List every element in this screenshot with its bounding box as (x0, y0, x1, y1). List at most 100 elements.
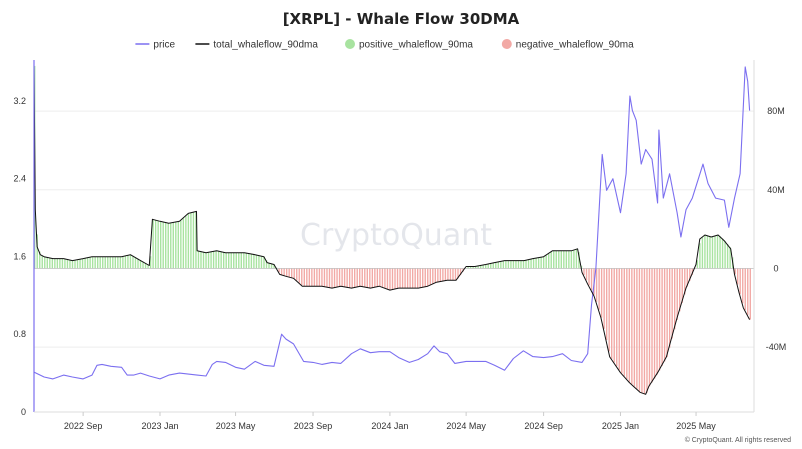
positive-whaleflow-bar (147, 264, 149, 269)
negative-whaleflow-bar (689, 268, 691, 281)
total-whaleflow-line (33, 65, 751, 395)
positive-whaleflow-bar (243, 252, 245, 269)
negative-whaleflow-bar (331, 268, 333, 289)
positive-whaleflow-bar (482, 265, 484, 269)
positive-whaleflow-bar (157, 220, 159, 269)
negative-whaleflow-bar (351, 268, 353, 289)
positive-whaleflow-bar (96, 256, 99, 269)
positive-whaleflow-bar (248, 253, 250, 269)
negative-whaleflow-bar (684, 268, 686, 295)
y-right-tick-label: 0 (773, 263, 778, 273)
y-right-tick-label: 40M (767, 185, 785, 195)
negative-whaleflow-bar (608, 268, 610, 352)
positive-whaleflow-bar (479, 265, 482, 269)
positive-whaleflow-bar (258, 255, 260, 269)
legend-label: price (153, 40, 175, 51)
watermark: CryptoQuant (300, 218, 492, 253)
positive-whaleflow-bar (127, 255, 129, 269)
negative-whaleflow-bar (747, 268, 749, 315)
positive-whaleflow-bar (709, 236, 711, 269)
positive-whaleflow-bar (228, 252, 230, 269)
positive-whaleflow-bar (142, 261, 144, 269)
negative-whaleflow-bar (429, 268, 431, 286)
positive-whaleflow-bar (94, 256, 96, 269)
positive-whaleflow-bar (200, 251, 202, 269)
positive-whaleflow-bar (560, 250, 562, 269)
positive-whaleflow-bar (716, 235, 719, 269)
positive-whaleflow-bar (154, 219, 157, 269)
positive-whaleflow-bar (545, 255, 547, 269)
negative-whaleflow-bar (422, 268, 424, 288)
positive-whaleflow-bar (165, 222, 167, 269)
negative-whaleflow-bar (749, 268, 751, 320)
positive-whaleflow-bar (555, 250, 557, 269)
negative-whaleflow-bar (653, 268, 656, 379)
positive-whaleflow-bar (563, 250, 565, 269)
positive-whaleflow-bar (711, 236, 714, 269)
y-right-tick-label: -40M (766, 342, 787, 352)
negative-whaleflow-bar (381, 268, 384, 288)
positive-whaleflow-bar (102, 256, 104, 269)
positive-whaleflow-bar (490, 263, 492, 269)
negative-whaleflow-bar (658, 268, 661, 371)
legend-item-price[interactable]: price (135, 40, 176, 51)
positive-whaleflow-bar (522, 260, 525, 269)
negative-whaleflow-bar (328, 268, 331, 288)
negative-whaleflow-bar (411, 268, 414, 289)
positive-whaleflow-bar (472, 266, 474, 269)
positive-whaleflow-bar (568, 250, 570, 269)
legend-item-total-whaleflow-90dma[interactable]: total_whaleflow_90dma (195, 40, 318, 51)
negative-whaleflow-bar (346, 268, 348, 288)
positive-whaleflow-bar (215, 250, 217, 269)
negative-whaleflow-bar (376, 268, 379, 287)
negative-whaleflow-bar (298, 268, 300, 283)
negative-whaleflow-bar (452, 268, 454, 281)
positive-whaleflow-bar (192, 212, 195, 269)
series-lines (33, 65, 751, 395)
price-line (33, 66, 751, 380)
positive-whaleflow-bar (245, 252, 248, 269)
positive-whaleflow-bar (520, 260, 522, 269)
positive-whaleflow-bar (500, 261, 502, 269)
positive-whaleflow-bar (515, 260, 517, 269)
negative-whaleflow-bar (343, 268, 346, 287)
negative-whaleflow-bar (638, 268, 641, 392)
positive-whaleflow-bar (46, 257, 48, 269)
positive-whaleflow-bar (172, 222, 174, 269)
positive-whaleflow-bar (222, 252, 225, 269)
positive-whaleflow-bar (253, 254, 255, 269)
positive-whaleflow-bar (701, 237, 704, 269)
legend-item-positive-whaleflow-90ma[interactable]: positive_whaleflow_90ma (345, 39, 473, 51)
positive-whaleflow-bar (180, 220, 182, 269)
x-tick-label: 2025 Jan (602, 421, 639, 431)
legend-dot-swatch (345, 39, 355, 49)
negative-whaleflow-bar (303, 268, 305, 287)
positive-whaleflow-bar (699, 243, 701, 269)
negative-whaleflow-bar (311, 268, 313, 287)
negative-whaleflow-bar (613, 268, 615, 363)
positive-whaleflow-bar (41, 255, 43, 269)
positive-whaleflow-bar (505, 260, 507, 269)
negative-whaleflow-bar (449, 268, 452, 281)
y-left-tick-label: 1.6 (13, 251, 26, 261)
positive-whaleflow-bar (66, 259, 69, 269)
legend-item-negative-whaleflow-90ma[interactable]: negative_whaleflow_90ma (501, 39, 634, 51)
negative-whaleflow-bar (364, 268, 366, 287)
negative-whaleflow-bar (676, 268, 678, 320)
positive-whaleflow-bar (240, 252, 242, 269)
negative-whaleflow-bar (734, 268, 736, 275)
positive-whaleflow-bar (548, 253, 550, 269)
positive-whaleflow-bar (59, 258, 61, 269)
positive-whaleflow-bar (36, 234, 38, 269)
positive-whaleflow-bar (175, 222, 177, 269)
negative-whaleflow-bar (391, 268, 394, 290)
positive-whaleflow-bar (525, 260, 527, 269)
negative-whaleflow-bar (293, 268, 295, 279)
positive-whaleflow-bar (205, 252, 207, 269)
positive-whaleflow-bar (726, 244, 729, 269)
positive-whaleflow-bar (74, 260, 76, 269)
positive-whaleflow-bar (542, 256, 545, 269)
negative-whaleflow-bar (371, 268, 374, 288)
positive-whaleflow-bar (129, 254, 132, 269)
